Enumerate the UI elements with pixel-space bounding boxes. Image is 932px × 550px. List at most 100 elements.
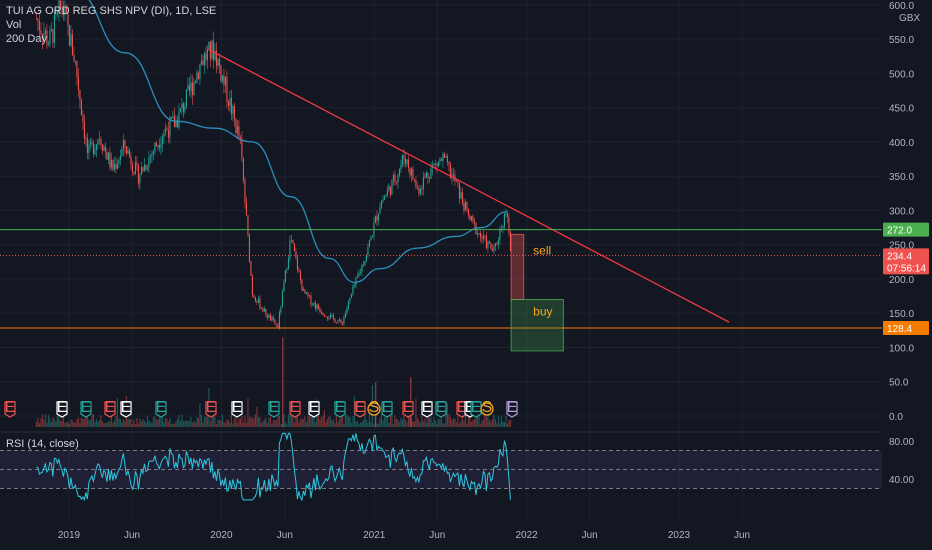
candle xyxy=(295,248,297,260)
volume-bar xyxy=(265,417,267,427)
volume-bar xyxy=(365,419,368,427)
trendline[interactable] xyxy=(208,48,730,323)
candle xyxy=(158,138,160,152)
earnings-event-marker[interactable]: E xyxy=(334,399,346,418)
candle xyxy=(460,186,462,199)
candle xyxy=(212,31,214,69)
volume-bar xyxy=(437,419,440,427)
volume-bar xyxy=(241,415,243,427)
buy-zone[interactable] xyxy=(510,298,564,352)
svg-text:E: E xyxy=(81,399,92,416)
candle xyxy=(79,89,81,109)
split-event-marker[interactable]: S xyxy=(367,399,381,416)
candle xyxy=(323,313,325,317)
volume-bar xyxy=(119,418,122,427)
volume-bar xyxy=(65,422,68,427)
candle xyxy=(49,25,51,48)
earnings-event-marker[interactable]: E xyxy=(402,399,414,418)
rsi-legend[interactable]: RSI (14, close) xyxy=(6,438,79,450)
candle xyxy=(98,131,100,145)
volume-legend[interactable]: Vol xyxy=(6,19,22,31)
earnings-event-marker[interactable]: E xyxy=(381,399,393,418)
candle xyxy=(356,272,358,279)
volume-bar xyxy=(313,417,315,427)
volume-bar xyxy=(239,418,242,427)
volume-bar xyxy=(502,421,504,427)
price-tick-label: 450.0 xyxy=(889,104,914,115)
candle xyxy=(142,166,144,173)
candle xyxy=(299,269,301,284)
split-event-marker[interactable]: S xyxy=(480,399,494,416)
candle xyxy=(154,142,156,156)
volume-bar xyxy=(185,420,188,427)
ma-legend[interactable]: 200 Day xyxy=(6,33,47,45)
candle xyxy=(92,140,94,158)
volume-bar xyxy=(88,419,90,427)
earnings-event-marker[interactable]: E xyxy=(205,399,217,418)
candle xyxy=(121,145,123,157)
candle xyxy=(332,312,334,321)
earnings-event-marker[interactable]: E xyxy=(4,399,16,418)
candle xyxy=(220,64,222,84)
volume-bar xyxy=(91,415,93,427)
candle xyxy=(310,292,312,308)
volume-bar xyxy=(301,418,303,427)
candle xyxy=(322,312,324,316)
price-tick-label: 500.0 xyxy=(889,69,914,80)
candle xyxy=(278,309,280,330)
symbol-legend[interactable]: TUI AG ORD REG SHS NPV (DI), 1D, LSE xyxy=(6,5,217,17)
earnings-event-marker[interactable]: E xyxy=(435,399,447,418)
earnings-event-marker[interactable]: E xyxy=(231,399,243,418)
volume-bar xyxy=(445,408,447,427)
earnings-event-marker[interactable]: E xyxy=(268,399,280,418)
volume-bar xyxy=(58,416,60,427)
volume-bar xyxy=(295,415,297,427)
candle xyxy=(415,176,417,190)
earnings-event-marker[interactable]: E xyxy=(155,399,167,418)
earnings-event-marker[interactable]: E xyxy=(289,399,301,418)
volume-bar xyxy=(499,423,501,427)
volume-bar xyxy=(194,422,197,427)
volume-bar xyxy=(326,418,329,427)
candle xyxy=(358,269,360,278)
volume-bar xyxy=(98,420,101,427)
earnings-event-marker[interactable]: E xyxy=(354,399,366,418)
candle xyxy=(353,281,355,289)
earnings-event-marker[interactable]: E xyxy=(421,399,433,418)
earnings-event-marker[interactable]: E xyxy=(120,399,132,418)
candle xyxy=(307,291,309,300)
volume-bar xyxy=(113,420,116,427)
earnings-event-marker[interactable]: E xyxy=(56,399,68,418)
sell-zone[interactable] xyxy=(510,233,525,300)
rsi-tick-label: 40.00 xyxy=(889,475,914,486)
volume-bar xyxy=(188,421,191,427)
earnings-event-marker[interactable]: E xyxy=(80,399,92,418)
candle xyxy=(245,196,247,217)
candle xyxy=(251,273,253,298)
volume-bar xyxy=(310,416,312,427)
volume-bar xyxy=(463,420,465,427)
candle xyxy=(139,172,141,191)
earnings-event-marker[interactable]: E xyxy=(470,399,482,418)
volume-bar xyxy=(289,415,291,427)
earnings-event-marker[interactable]: E xyxy=(104,399,116,418)
candle xyxy=(311,302,313,306)
time-axis[interactable]: 2019 Jun 2020 Jun 2021 Jun 2022 Jun 2023 Jun xyxy=(58,530,750,541)
price-tick-label: 50.0 xyxy=(889,378,909,389)
buy-zone-label: buy xyxy=(533,304,552,318)
svg-text:E: E xyxy=(206,399,217,416)
volume-bar xyxy=(179,420,182,427)
price-axis[interactable]: 600.0 550.0 500.0 450.0 400.0 350.0 300.0 250.0… xyxy=(889,1,914,423)
candle xyxy=(386,185,388,198)
earnings-event-marker[interactable]: E xyxy=(506,399,518,418)
volume-bar xyxy=(235,417,237,427)
time-tick-label: Jun xyxy=(582,530,598,541)
volume-bar xyxy=(472,420,474,427)
volume-bar xyxy=(121,422,123,427)
price-tick-label: 300.0 xyxy=(889,206,914,217)
candle xyxy=(41,33,43,50)
earnings-event-marker[interactable]: E xyxy=(308,399,320,418)
volume-bar xyxy=(260,422,263,427)
volume-bar xyxy=(236,422,239,427)
